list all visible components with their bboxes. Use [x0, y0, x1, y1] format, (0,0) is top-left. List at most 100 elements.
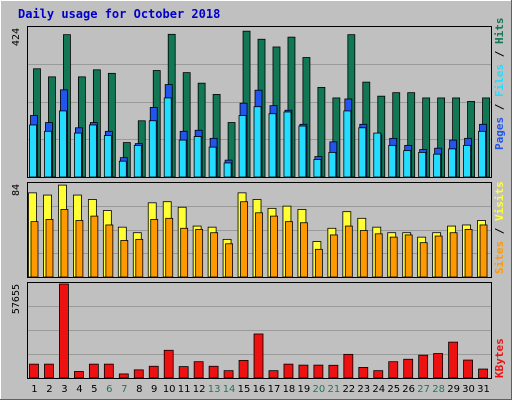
sites-bar	[195, 228, 204, 278]
sites-bar	[419, 242, 428, 278]
legend-sites-visits: Sites / Visits	[493, 181, 506, 274]
bottom-ymax-label: 57655	[11, 284, 22, 314]
sites-bar	[359, 230, 368, 278]
sites-bar	[314, 248, 323, 278]
kbytes-bar	[238, 359, 249, 379]
files-bar	[133, 144, 142, 178]
kbytes-bar	[88, 363, 99, 379]
kbytes-bar	[193, 361, 204, 379]
kbytes-bar	[148, 365, 159, 379]
files-bar	[88, 124, 97, 178]
day-label: 16	[253, 384, 266, 395]
sites-bar	[120, 240, 129, 278]
sites-bar	[329, 234, 338, 278]
files-bar	[298, 125, 307, 178]
sites-bar	[60, 209, 69, 278]
day-label: 28	[432, 384, 445, 395]
sites-bar	[210, 232, 219, 278]
kbytes-bar	[253, 333, 264, 379]
files-bar	[358, 127, 367, 178]
kbytes-bar	[313, 364, 324, 379]
day-label: 13	[208, 384, 221, 395]
day-label: 26	[402, 384, 415, 395]
kbytes-bar	[373, 370, 384, 379]
day-label: 11	[178, 384, 191, 395]
day-label: 15	[238, 384, 251, 395]
kbytes-bar	[178, 366, 189, 379]
day-label: 12	[193, 384, 206, 395]
kbytes-bar	[283, 363, 294, 379]
kbytes-bar	[478, 368, 488, 379]
sites-bar	[434, 235, 443, 278]
kbytes-bar	[29, 363, 39, 379]
files-bar	[74, 132, 82, 178]
sites-bar	[150, 219, 159, 278]
day-label: 14	[223, 384, 236, 395]
kbytes-bar	[328, 364, 339, 379]
files-bar	[373, 132, 382, 178]
day-label: 27	[417, 384, 430, 395]
kbytes-bar	[208, 365, 219, 379]
day-label: 8	[136, 384, 142, 395]
sites-bar	[464, 228, 473, 278]
files-bar	[59, 110, 67, 178]
kbytes-bar	[74, 371, 84, 379]
day-label: 1	[31, 384, 37, 395]
day-label: 24	[372, 384, 385, 395]
legend-pages-files-hits: Pages / Files / Hits	[493, 18, 506, 151]
day-label: 30	[462, 384, 475, 395]
kbytes-bar	[163, 349, 174, 379]
day-label: 20	[313, 384, 326, 395]
files-bar	[178, 139, 187, 178]
files-bar	[208, 146, 217, 178]
files-bar	[448, 148, 456, 178]
kbytes-bar	[433, 353, 444, 379]
day-label: 25	[387, 384, 400, 395]
files-bar	[29, 124, 37, 178]
day-label: 21	[327, 384, 340, 395]
day-label: 6	[106, 384, 112, 395]
sites-bar	[240, 201, 248, 278]
files-bar	[433, 153, 442, 178]
sites-bar	[270, 215, 278, 278]
sites-bar	[90, 215, 99, 278]
files-bar	[268, 113, 277, 178]
sites-bar	[389, 236, 398, 278]
sites-bar	[449, 232, 458, 278]
sites-bar	[300, 222, 308, 278]
kbytes-bar	[118, 373, 129, 379]
kbytes-bar	[448, 341, 458, 379]
kbytes-bar	[403, 358, 414, 379]
sites-bar	[45, 219, 54, 278]
files-bar	[118, 160, 127, 178]
sites-bar	[255, 212, 263, 278]
sites-bar	[165, 217, 174, 278]
files-bar	[163, 97, 172, 178]
kbytes-bar	[103, 363, 114, 379]
sites-bar	[285, 221, 293, 278]
top-ymax-label: 424	[11, 28, 22, 46]
day-label: 2	[46, 384, 52, 395]
legend-kbytes: KBytes	[493, 338, 506, 378]
sites-bar	[30, 221, 39, 278]
files-bar	[403, 150, 412, 178]
kbytes-bar	[358, 367, 369, 379]
kbytes-bar	[44, 363, 54, 379]
kbytes-bar	[343, 353, 354, 379]
kbytes-bar	[223, 370, 234, 379]
kbytes-bar	[59, 283, 69, 379]
files-bar	[103, 135, 112, 178]
day-label: 29	[447, 384, 460, 395]
day-label: 23	[357, 384, 370, 395]
files-bar	[463, 144, 471, 178]
day-label: 4	[76, 384, 82, 395]
day-label: 22	[342, 384, 355, 395]
sites-bar	[180, 227, 189, 278]
files-bar	[328, 152, 337, 178]
day-label: 9	[151, 384, 157, 395]
sites-bar	[225, 243, 233, 278]
sites-bar	[105, 224, 114, 278]
files-bar	[223, 162, 232, 178]
